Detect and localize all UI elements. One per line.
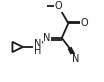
Text: N: N (72, 54, 79, 64)
Text: N: N (34, 39, 41, 49)
Text: N: N (43, 33, 51, 43)
Text: O: O (81, 18, 88, 28)
Text: O: O (55, 1, 62, 11)
Text: H: H (34, 46, 41, 56)
